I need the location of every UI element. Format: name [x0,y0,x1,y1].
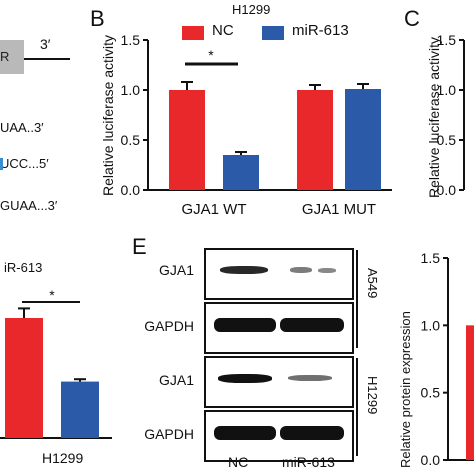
chart-b-bar [169,90,205,190]
panel-d-title: iR-613 [4,260,43,275]
chart-f-ytick-label: 1.0 [421,317,441,333]
group-label-h1299: H1299 [365,376,380,415]
utr-box [0,40,24,74]
panel-b-letter: B [90,6,105,31]
legend-nc-label: NC [212,22,234,39]
sequence-2-marker [0,158,3,170]
chart-b-ytick-label: 0.5 [121,132,141,148]
chart-f-ytick-label: 1.5 [421,250,441,266]
chart-b-ytick-label: 1.5 [121,32,141,48]
chart-b-ytick-label: 1.0 [121,82,141,98]
chart-b-bar [223,155,259,190]
legend-mir613-swatch [262,26,284,40]
chart-b-sig-star: * [208,47,214,63]
blot-xlabel-mir613: miR-613 [282,454,335,470]
band [214,318,276,332]
blot-gapdh-a549 [204,302,354,354]
chart-d-sig-star: * [49,287,55,303]
panel-c-letter: C [404,6,420,31]
blot-xlabel-nc: NC [228,454,249,470]
band [280,426,344,440]
sequence-3: GUAA...3′ [0,198,58,213]
blot-row-label-4: GAPDH [144,426,194,442]
chart-b-bar [297,90,333,190]
panel-c-ylabel: Relative luciferase activity [426,36,442,198]
chart-d-bar [5,318,43,438]
chart-b-category-label: GJA1 WT [181,201,246,218]
chart-c-ytick-label: 1.0 [437,82,457,98]
utr-box-letter: R [0,49,10,64]
chart-d-bar [61,381,99,438]
band [218,374,272,383]
chart-f-bar [466,325,474,460]
three-prime-label: 3′ [40,36,51,52]
legend-mir613-label: miR-613 [292,22,349,39]
legend-nc-swatch [182,26,204,40]
panel-b-title: H1299 [232,2,271,17]
band [318,268,336,273]
utr-line [24,58,70,60]
chart-b-bar [345,89,381,190]
panel-d-xlabel: H1299 [42,450,84,466]
sequence-2: UCC...5′ [0,156,49,171]
band [280,318,344,332]
group-label-a549: A549 [365,268,380,299]
band [220,266,268,274]
chart-b-category-label: GJA1 MUT [302,201,376,218]
panel-e-letter: E [132,234,147,259]
band [290,267,312,273]
blot-row-label-3: GJA1 [158,372,194,388]
blot-gja1-a549 [204,248,354,300]
blot-gja1-h1299 [204,356,354,408]
bracket-a549 [356,250,358,348]
chart-f-ytick-label: 0.0 [421,452,441,468]
bracket-h1299 [356,358,358,456]
panel-f-ylabel: Relative protein expression [398,311,413,468]
sequence-1: UAA..3′ [0,120,44,135]
chart-f-ytick-label: 0.5 [421,385,441,401]
blot-row-label-1: GJA1 [158,262,194,278]
chart-c-ytick-label: 0.0 [437,182,457,198]
panel-a-fragment: R 3′ UAA..3′ UCC...5′ GUAA...3′ [0,0,80,230]
band [214,426,276,440]
chart-b-ytick-label: 0.0 [121,182,141,198]
blot-gapdh-h1299 [204,410,354,462]
band [288,375,332,381]
chart-c-ytick-label: 1.5 [437,32,457,48]
blot-row-label-2: GAPDH [144,318,194,334]
chart-c-ytick-label: 0.5 [437,132,457,148]
